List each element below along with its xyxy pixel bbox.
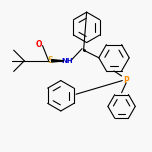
Text: S: S [47,56,53,65]
Polygon shape [52,60,64,62]
Text: P: P [123,76,129,85]
Text: O: O [36,40,42,49]
Text: NH: NH [61,58,73,64]
